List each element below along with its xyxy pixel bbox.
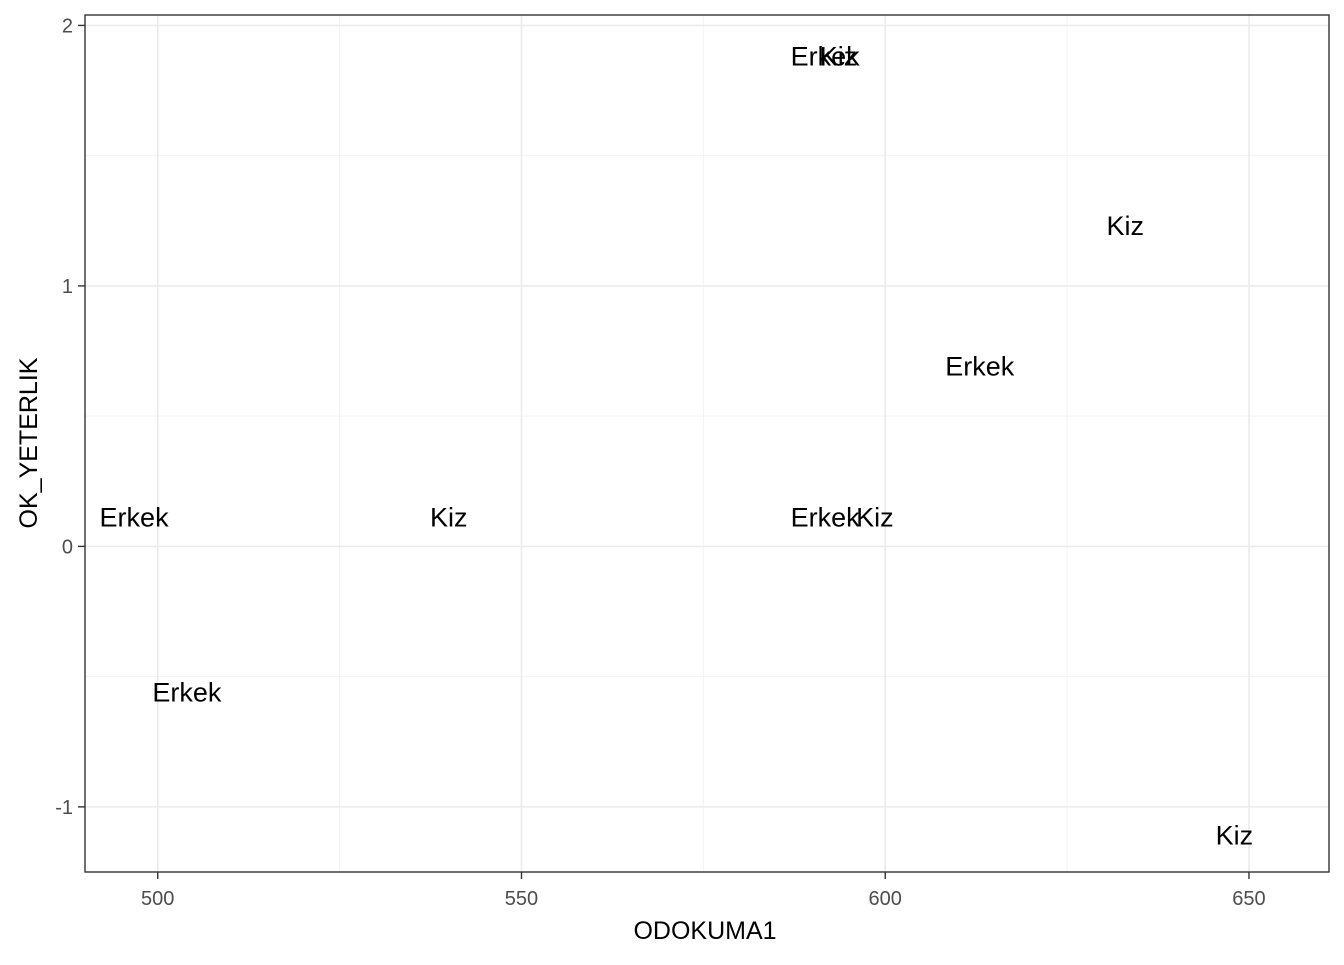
point-label-kiz: Kiz (1216, 821, 1254, 851)
x-tick-label: 500 (141, 888, 174, 910)
point-label-erkek: Erkek (152, 677, 222, 707)
y-tick-label: 0 (62, 536, 73, 558)
y-tick-label: 2 (62, 15, 73, 37)
point-label-erkek: Erkek (791, 503, 861, 533)
point-label-kiz: Kiz (430, 503, 468, 533)
point-label-kiz: Kiz (820, 42, 858, 72)
point-label-erkek: Erkek (791, 42, 861, 72)
x-tick-label: 650 (1232, 888, 1265, 910)
grid-lines (85, 15, 1329, 872)
point-label-erkek: Erkek (100, 503, 170, 533)
point-label-kiz: Kiz (1107, 211, 1145, 241)
panel-border (84, 14, 1330, 873)
x-axis-title: ODOKUMA1 (633, 917, 776, 945)
y-tick-label: -1 (55, 797, 73, 819)
x-tick-label: 600 (869, 888, 902, 910)
y-axis-title: OK_YETERLIK (15, 357, 43, 528)
y-tick-label: 1 (62, 276, 73, 298)
plot-panel (85, 15, 1329, 872)
axis-ticks (78, 24, 1250, 879)
x-tick-label: 550 (505, 888, 538, 910)
point-label-kiz: Kiz (856, 503, 894, 533)
tick-labels: 500 550 600 650 -1 0 1 2 (55, 15, 1265, 910)
point-label-erkek: Erkek (945, 352, 1015, 382)
